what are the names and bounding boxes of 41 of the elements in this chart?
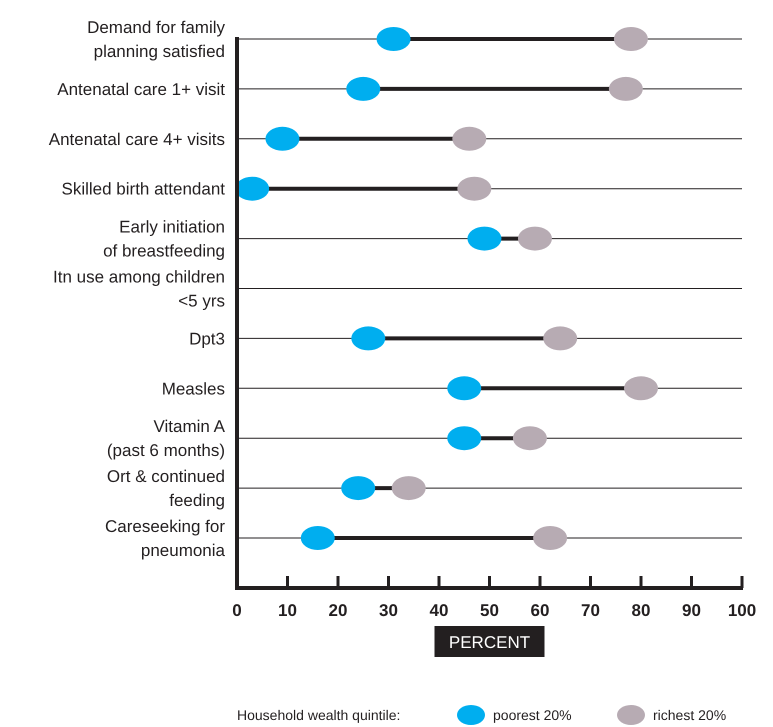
x-tick-label: 0 — [232, 601, 242, 620]
y-tick-label: Vitamin A (past 6 months) — [106, 417, 226, 460]
point — [447, 376, 482, 400]
point — [346, 76, 380, 101]
point — [467, 226, 502, 251]
x-tick-label: 100 — [728, 601, 756, 620]
x-axis-title: PERCENT — [448, 633, 530, 652]
y-tick-label: Careseeking for pneumonia — [104, 517, 226, 560]
y-tick-label: Ort & continued feeding — [106, 467, 225, 510]
x-tick-label: 30 — [379, 601, 398, 620]
point — [341, 476, 376, 500]
point — [452, 126, 486, 151]
y-tick-label: Measles — [162, 379, 225, 398]
legend-label: richest 20% — [653, 707, 726, 723]
point — [392, 476, 426, 500]
point — [512, 426, 547, 450]
y-tick-label: Dpt3 — [189, 329, 225, 348]
point — [447, 426, 482, 450]
point — [518, 226, 552, 251]
y-tick-label: Antenatal care 1+ visit — [57, 80, 226, 99]
point — [624, 376, 658, 400]
x-tick-label: 80 — [632, 601, 650, 620]
point — [351, 326, 386, 350]
point — [543, 326, 578, 350]
x-tick-label: 90 — [682, 601, 701, 620]
y-tick-label: Skilled birth attendant — [62, 180, 226, 199]
legend-label: poorest 20% — [493, 707, 572, 723]
x-tick-label: 10 — [278, 601, 297, 620]
x-tick-label: 40 — [430, 601, 448, 620]
legend-title: Household wealth quintile: — [237, 707, 400, 723]
x-tick-label: 50 — [480, 601, 499, 620]
y-tick-label: Early initiation of breastfeeding — [103, 218, 225, 261]
x-tick-label: 20 — [328, 601, 348, 620]
y-tick-label: Demand for family planning satisfied — [87, 18, 226, 61]
x-tick-label: 70 — [581, 601, 600, 620]
point — [608, 76, 643, 101]
y-tick-label: Itn use among children <5 yrs — [53, 268, 225, 310]
y-tick-label: Antenatal care 4+ visits — [48, 130, 225, 149]
point — [457, 176, 492, 201]
point — [265, 126, 300, 151]
x-tick-label: 60 — [530, 601, 550, 620]
